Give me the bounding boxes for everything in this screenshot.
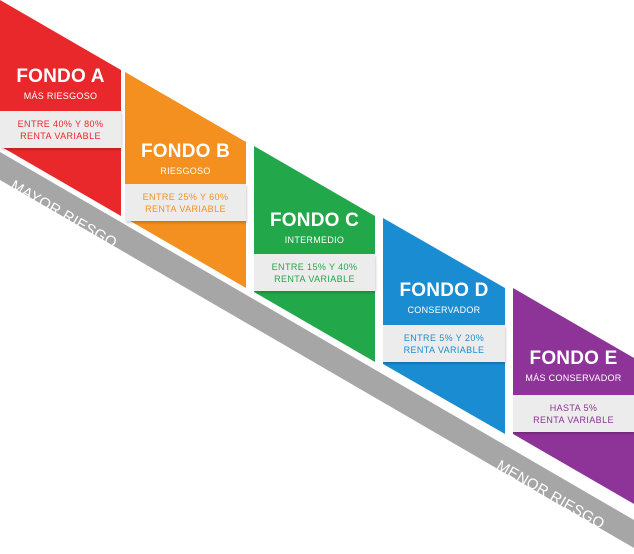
fund-c-type: RENTA VARIABLE: [274, 273, 355, 284]
fund-e-type: RENTA VARIABLE: [533, 414, 614, 425]
fund-e-header: FONDO E MÁS CONSERVADOR: [513, 348, 634, 384]
fund-a-header: FONDO A MÁS RIESGOSO: [0, 66, 121, 102]
fund-e-title: FONDO E: [529, 348, 618, 369]
fund-a-range: ENTRE 40% Y 80%: [17, 118, 104, 129]
fund-b-type: RENTA VARIABLE: [145, 203, 226, 214]
fund-c-title: FONDO C: [269, 210, 359, 231]
fund-a-subtitle: MÁS RIESGOSO: [23, 91, 98, 101]
fund-d-header: FONDO D CONSERVADOR: [383, 280, 505, 316]
fund-e-range: HASTA 5%: [549, 402, 598, 413]
fund-a-parallelogram: [0, 0, 121, 216]
fund-b-info-box: ENTRE 25% Y 60% RENTA VARIABLE: [125, 184, 246, 221]
fund-c-range: ENTRE 15% Y 40%: [271, 261, 358, 272]
fund-e-info-box: HASTA 5% RENTA VARIABLE: [513, 395, 634, 432]
risk-axis-band: [0, 152, 634, 548]
fund-d-subtitle: CONSERVADOR: [407, 305, 481, 315]
fund-d-info-box: ENTRE 5% Y 20% RENTA VARIABLE: [383, 325, 505, 362]
fund-c-info-box: ENTRE 15% Y 40% RENTA VARIABLE: [254, 254, 375, 291]
fund-b-parallelogram: [125, 72, 246, 288]
fund-b-header: FONDO B RIESGOSO: [125, 141, 246, 177]
fund-b-range: ENTRE 25% Y 60%: [142, 191, 229, 202]
fund-a-title: FONDO A: [16, 66, 105, 87]
fund-c-subtitle: INTERMEDIO: [284, 235, 345, 245]
fund-d-type: RENTA VARIABLE: [403, 344, 485, 355]
fund-b-subtitle: RIESGOSO: [160, 166, 211, 176]
fund-c-header: FONDO C INTERMEDIO: [254, 210, 375, 246]
fund-a-info-box: ENTRE 40% Y 80% RENTA VARIABLE: [0, 111, 121, 148]
fund-a-type: RENTA VARIABLE: [20, 130, 101, 141]
fund-d-title: FONDO D: [399, 280, 489, 301]
fund-e-subtitle: MÁS CONSERVADOR: [525, 373, 622, 383]
fund-d-range: ENTRE 5% Y 20%: [403, 332, 485, 343]
fund-b-title: FONDO B: [140, 141, 230, 162]
